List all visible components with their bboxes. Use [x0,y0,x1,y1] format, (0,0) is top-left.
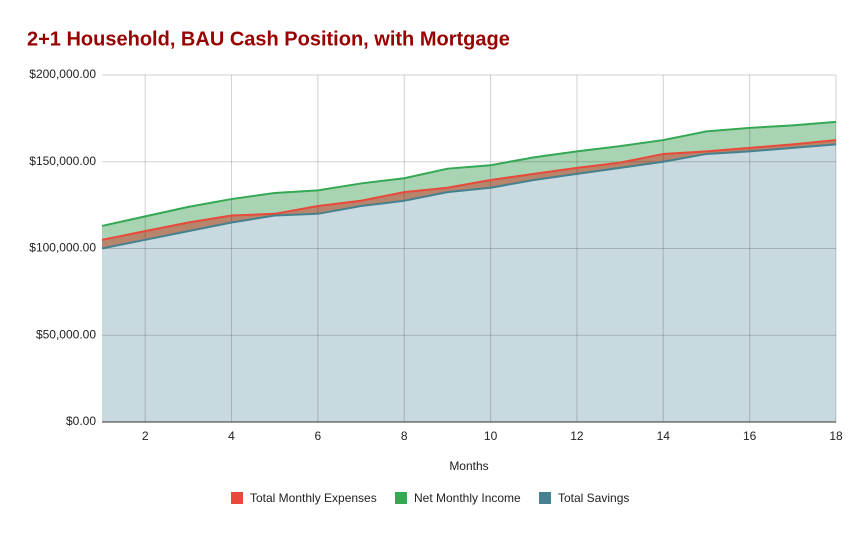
y-tick-label: $200,000.00 [29,67,96,81]
line [101,143,837,250]
x-tick-label: 6 [315,429,322,443]
x-axis-label: Months [449,459,488,473]
x-tick-label: 18 [829,429,843,443]
chart-title: 2+1 Household, BAU Cash Position, with M… [27,28,510,50]
x-tick-label: 2 [142,429,149,443]
legend-label: Total Savings [558,491,629,505]
x-tick-label: 16 [743,429,757,443]
x-tick-label: 12 [570,429,584,443]
line [101,120,837,227]
x-tick-label: 14 [657,429,671,443]
legend-label: Net Monthly Income [414,491,521,505]
legend-swatch [539,492,551,504]
line [101,139,837,241]
y-tick-label: $50,000.00 [36,327,96,341]
legend-swatch [231,492,243,504]
x-tick-label: 10 [484,429,498,443]
y-tick-label: $100,000.00 [29,241,96,255]
legend-label: Total Monthly Expenses [250,491,377,505]
x-tick-label: 4 [228,429,235,443]
legend-swatch [395,492,407,504]
area [102,144,836,422]
x-tick-label: 8 [401,429,408,443]
y-tick-label: $150,000.00 [29,154,96,168]
y-tick-label: $0.00 [66,414,96,428]
